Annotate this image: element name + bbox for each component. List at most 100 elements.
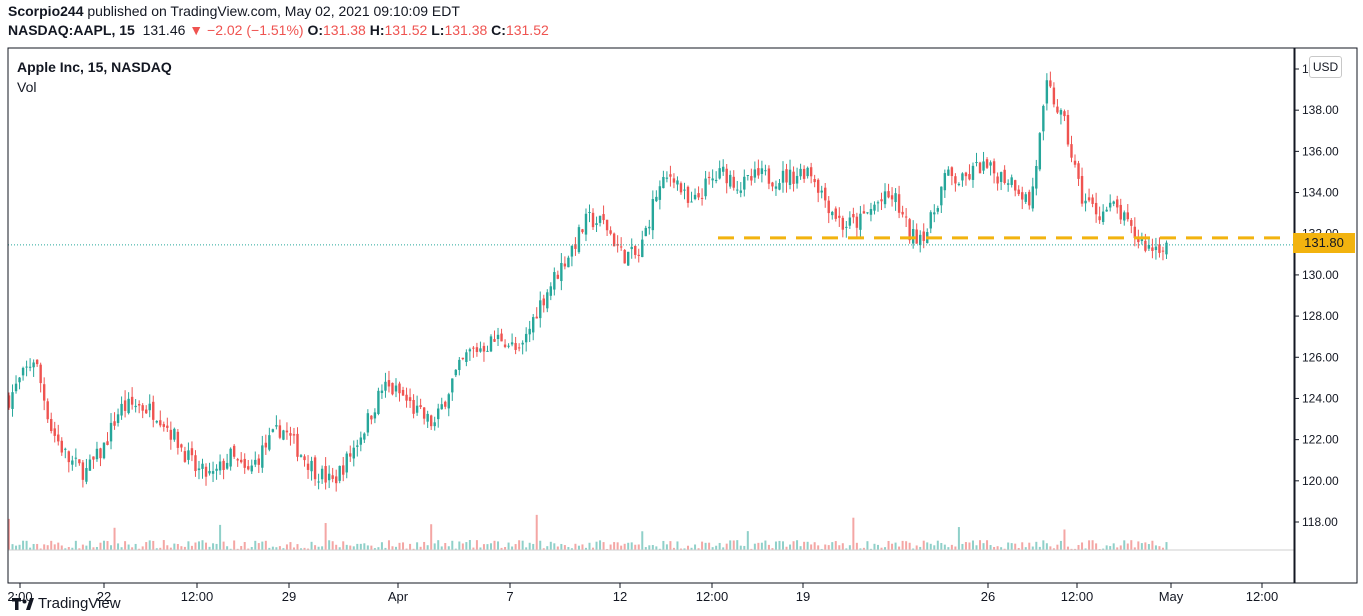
volume-bar: [229, 548, 232, 550]
volume-bar: [1133, 547, 1136, 550]
volume-bar: [328, 540, 331, 550]
candle-body: [454, 369, 458, 376]
candle-body: [408, 397, 412, 401]
volume-bar: [117, 543, 120, 550]
legend-title[interactable]: Apple Inc, 15, NASDAQ: [17, 59, 172, 75]
volume-bar: [813, 542, 816, 550]
candle-body: [1017, 189, 1020, 195]
high-value: 131.52: [384, 22, 428, 38]
volume-bar: [859, 548, 862, 550]
candle-body: [264, 442, 268, 448]
candle-body: [929, 212, 932, 229]
candle-body: [405, 394, 408, 401]
volume-bar: [215, 543, 218, 550]
candle-body: [831, 211, 834, 216]
volume-bar: [1052, 548, 1055, 550]
volume-bar: [1042, 540, 1045, 550]
volume-bar: [799, 546, 802, 550]
x-tick-label: Apr: [388, 589, 409, 604]
candle-body: [634, 245, 637, 255]
volume-bar: [722, 547, 725, 550]
volume-bar: [331, 541, 334, 550]
candle-body: [148, 403, 151, 411]
volume-bar: [338, 547, 341, 550]
volume-bar: [567, 547, 570, 550]
volume-bar: [908, 542, 911, 550]
volume-bar: [222, 541, 225, 550]
candle-body: [1147, 245, 1151, 249]
candle-body: [1070, 144, 1073, 158]
volume-bar: [658, 548, 661, 550]
candle-body: [320, 468, 324, 480]
volume-bar: [342, 541, 345, 550]
volume-bar: [845, 548, 848, 550]
volume-bar: [43, 544, 46, 550]
candle-body: [1084, 200, 1087, 204]
volume-bar: [25, 540, 28, 550]
candle-body: [845, 226, 848, 228]
candle-body: [468, 349, 472, 352]
volume-bar: [384, 547, 387, 550]
candle-body: [940, 186, 943, 206]
candle-body: [651, 199, 655, 231]
candle-body: [866, 212, 869, 214]
candle-body: [641, 239, 644, 258]
legend-indicator[interactable]: Vol: [17, 79, 37, 95]
candle-body: [591, 212, 595, 228]
candle-body: [968, 174, 971, 180]
candle-body: [127, 398, 130, 414]
candle-body: [130, 396, 134, 405]
volume-bar: [602, 542, 605, 550]
volume-bar: [1066, 546, 1069, 550]
volume-bar: [254, 540, 257, 550]
volume-bar: [1045, 543, 1048, 550]
candle-body: [489, 336, 493, 352]
volume-bar: [268, 547, 271, 550]
volume-bar: [1003, 548, 1006, 550]
footer-brand[interactable]: TradingView: [12, 595, 121, 612]
volume-bar: [1017, 547, 1020, 550]
candle-body: [363, 433, 366, 440]
candle-body: [655, 196, 658, 202]
volume-bar: [729, 540, 732, 550]
volume-bar: [1063, 529, 1066, 550]
volume-bar: [595, 541, 598, 550]
volume-bar: [11, 544, 14, 550]
candle-body: [658, 186, 662, 200]
candle-body: [327, 473, 331, 481]
candle-body: [190, 448, 194, 456]
candle-body: [254, 459, 257, 465]
volume-bar: [257, 543, 260, 550]
candle-body: [1098, 216, 1101, 221]
candle-body: [11, 392, 14, 409]
candle-body: [232, 445, 236, 457]
volume-bar: [961, 543, 964, 550]
candle-body: [848, 217, 852, 226]
currency-button[interactable]: USD: [1309, 56, 1342, 78]
candle-body: [553, 272, 556, 290]
price-change: −2.02 (−1.51%): [207, 22, 304, 38]
brand-name: TradingView: [38, 595, 121, 612]
volume-bar: [982, 543, 985, 550]
candle-body: [1108, 202, 1112, 208]
candle-body: [391, 382, 394, 395]
volume-bar: [208, 546, 211, 550]
volume-bar: [233, 540, 236, 550]
volume-bar: [278, 546, 281, 550]
volume-bar: [444, 543, 447, 550]
volume-bar: [613, 542, 616, 550]
candle-body: [377, 390, 380, 414]
candle-body: [943, 173, 947, 191]
publish-info: Scorpio244 published on TradingView.com,…: [8, 3, 460, 19]
author-name[interactable]: Scorpio244: [8, 3, 84, 19]
volume-bar: [848, 545, 851, 550]
candle-body: [838, 215, 841, 218]
volume-bar: [243, 542, 246, 550]
candle-body: [21, 367, 25, 376]
volume-bar: [894, 542, 897, 550]
candle-body: [729, 174, 732, 187]
volume-bar: [447, 546, 450, 550]
candle-body: [1045, 80, 1049, 104]
x-tick-label: 12: [613, 589, 627, 604]
